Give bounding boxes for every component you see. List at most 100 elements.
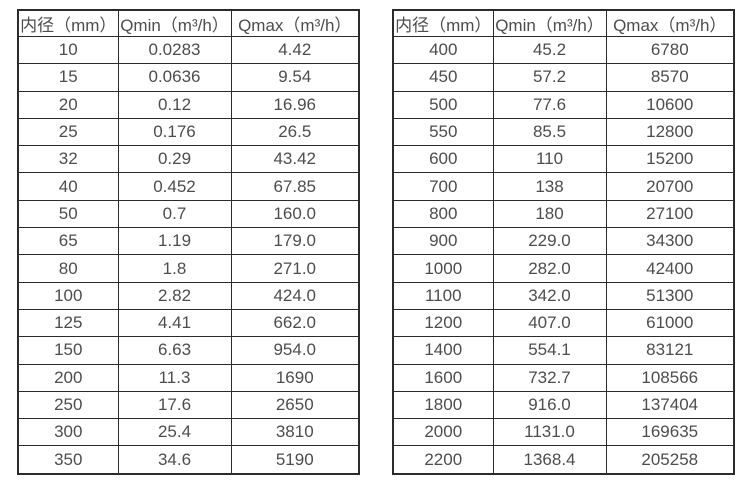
table-cell: 5190 <box>230 445 360 475</box>
table-cell: 11.3 <box>117 363 232 392</box>
table-cell: 0.29 <box>117 145 232 174</box>
table-row: 550 85.5 12800 <box>392 117 735 147</box>
table-cell: 800 <box>392 199 494 229</box>
column-header: Qmax（m³/h） <box>605 9 735 37</box>
table-cell: 1368.4 <box>492 445 607 475</box>
table-cell: 61000 <box>605 308 735 338</box>
table-row: 450 57.2 8570 <box>392 63 735 92</box>
table-row: 1000 282.0 42400 <box>392 254 735 283</box>
table-cell: 15200 <box>605 145 735 174</box>
table-cell: 40 <box>17 172 119 201</box>
table-cell: 1000 <box>392 254 494 283</box>
table-row: 40 0.452 67.85 <box>17 172 360 201</box>
table-cell: 125 <box>17 308 119 338</box>
table-cell: 9.54 <box>230 63 360 92</box>
table-cell: 342.0 <box>492 281 607 310</box>
table-row: 700 138 20700 <box>392 172 735 201</box>
table-cell: 6.63 <box>117 336 232 365</box>
table-row: 500 77.6 10600 <box>392 90 735 119</box>
table-row: 65 1.19 179.0 <box>17 227 360 256</box>
column-header: 内径（mm） <box>392 9 494 37</box>
table-row: 1600 732.7 108566 <box>392 363 735 392</box>
table-cell: 2000 <box>392 418 494 447</box>
table-cell: 77.6 <box>492 90 607 119</box>
table-cell: 0.176 <box>117 117 232 147</box>
table-cell: 1800 <box>392 390 494 420</box>
table-cell: 732.7 <box>492 363 607 392</box>
table-cell: 32 <box>17 145 119 174</box>
table-cell: 10 <box>17 35 119 65</box>
table-cell: 12800 <box>605 117 735 147</box>
table-cell: 1.19 <box>117 227 232 256</box>
table-cell: 42400 <box>605 254 735 283</box>
table-cell: 169635 <box>605 418 735 447</box>
table-row: 内径（mm） Qmin（m³/h） Qmax（m³/h） <box>17 9 360 37</box>
table-cell: 554.1 <box>492 336 607 365</box>
table-row: 80 1.8 271.0 <box>17 254 360 283</box>
table-cell: 138 <box>492 172 607 201</box>
table-cell: 8570 <box>605 63 735 92</box>
table-cell: 282.0 <box>492 254 607 283</box>
table-cell: 100 <box>17 281 119 310</box>
table-row: 200 11.3 1690 <box>17 363 360 392</box>
table-cell: 26.5 <box>230 117 360 147</box>
table-cell: 50 <box>17 199 119 229</box>
table-cell: 0.0283 <box>117 35 232 65</box>
column-header: Qmin（m³/h） <box>492 9 607 37</box>
table-body: 10 0.0283 4.42 15 0.0636 9.54 20 0.12 16.96 25 0.1… <box>17 35 360 475</box>
table-cell: 1600 <box>392 363 494 392</box>
table-cell: 25 <box>17 117 119 147</box>
table-row: 900 229.0 34300 <box>392 227 735 256</box>
table-cell: 16.96 <box>230 90 360 119</box>
table-cell: 110 <box>492 145 607 174</box>
table-body: 400 45.2 6780 450 57.2 8570 500 77.6 10600 550 85.… <box>392 35 735 475</box>
table-cell: 1131.0 <box>492 418 607 447</box>
table-cell: 662.0 <box>230 308 360 338</box>
table-cell: 2.82 <box>117 281 232 310</box>
table-row: 150 6.63 954.0 <box>17 336 360 365</box>
table-cell: 137404 <box>605 390 735 420</box>
table-row: 800 180 27100 <box>392 199 735 229</box>
table-row: 1800 916.0 137404 <box>392 390 735 420</box>
table-cell: 4.41 <box>117 308 232 338</box>
table-row: 32 0.29 43.42 <box>17 145 360 174</box>
table-row: 1400 554.1 83121 <box>392 336 735 365</box>
table-row: 300 25.4 3810 <box>17 418 360 447</box>
table-cell: 27100 <box>605 199 735 229</box>
table-cell: 2650 <box>230 390 360 420</box>
table-cell: 10600 <box>605 90 735 119</box>
table-cell: 300 <box>17 418 119 447</box>
table-cell: 150 <box>17 336 119 365</box>
table-row: 1100 342.0 51300 <box>392 281 735 310</box>
table-cell: 80 <box>17 254 119 283</box>
table-cell: 954.0 <box>230 336 360 365</box>
table-cell: 1.8 <box>117 254 232 283</box>
spec-table-large-diameters: 内径（mm） Qmin（m³/h） Qmax（m³/h） 400 45.2 6780 45… <box>392 9 735 475</box>
table-cell: 34.6 <box>117 445 232 475</box>
table-cell: 700 <box>392 172 494 201</box>
table-cell: 25.4 <box>117 418 232 447</box>
table-cell: 250 <box>17 390 119 420</box>
table-cell: 67.85 <box>230 172 360 201</box>
column-header: 内径（mm） <box>17 9 119 37</box>
table-cell: 15 <box>17 63 119 92</box>
table-cell: 350 <box>17 445 119 475</box>
table-row: 400 45.2 6780 <box>392 35 735 65</box>
table-cell: 600 <box>392 145 494 174</box>
table-cell: 1400 <box>392 336 494 365</box>
table-cell: 20 <box>17 90 119 119</box>
column-header: Qmax（m³/h） <box>230 9 360 37</box>
table-row: 20 0.12 16.96 <box>17 90 360 119</box>
table-row: 50 0.7 160.0 <box>17 199 360 229</box>
table-cell: 160.0 <box>230 199 360 229</box>
table-cell: 200 <box>17 363 119 392</box>
table-cell: 179.0 <box>230 227 360 256</box>
table-header-row: 内径（mm） Qmin（m³/h） Qmax（m³/h） <box>392 9 735 37</box>
table-cell: 550 <box>392 117 494 147</box>
table-cell: 0.7 <box>117 199 232 229</box>
table-cell: 180 <box>492 199 607 229</box>
table-row: 10 0.0283 4.42 <box>17 35 360 65</box>
table-row: 125 4.41 662.0 <box>17 308 360 338</box>
table-row: 100 2.82 424.0 <box>17 281 360 310</box>
